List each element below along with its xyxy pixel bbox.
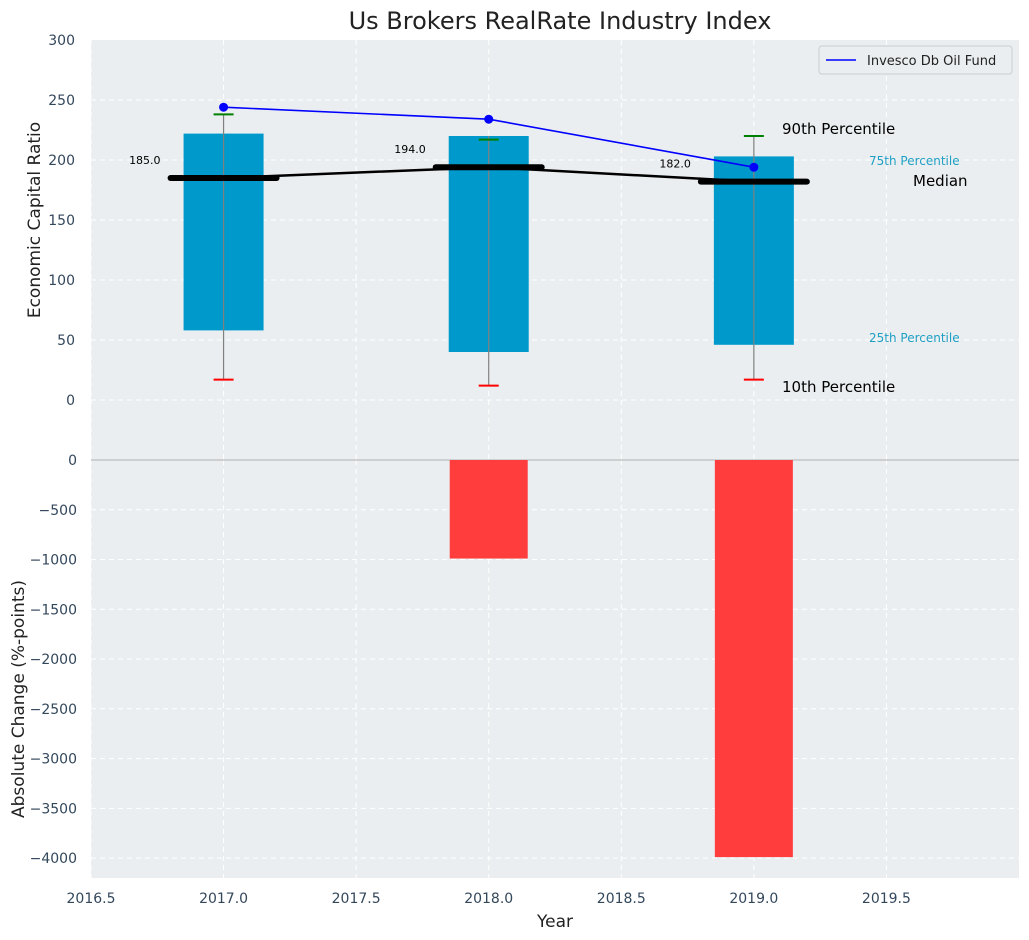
p75-annotation: 75th Percentile [869, 154, 960, 168]
legend-box [818, 45, 1013, 75]
upper-y-axis-label: Economic Capital Ratio [25, 122, 45, 318]
x-axis-label: Year [536, 912, 573, 932]
lower-y-tick-label: 0 [68, 453, 77, 469]
upper-y-tick-label: 150 [48, 213, 75, 229]
lower-y-axis-label: Absolute Change (%-points) [9, 580, 29, 818]
change-bar [714, 460, 793, 858]
x-tick-label: 2017.0 [199, 891, 248, 907]
x-tick-label: 2019.5 [862, 891, 911, 907]
median-connector [223, 165, 754, 183]
lower-y-tick-label: −2500 [30, 702, 77, 718]
change-bar [449, 460, 528, 559]
median-annotation: Median [913, 172, 968, 190]
lower-grid [90, 459, 1019, 878]
series-point [484, 114, 494, 124]
lower-plot-background [91, 460, 1019, 878]
lower-y-tick-label: −3000 [30, 752, 77, 768]
upper-y-tick-label: 300 [48, 33, 75, 49]
lower-y-ticks: 0 −500 −1000 −1500 −2000 −2500 −3000 −3500 −4000 [30, 453, 77, 867]
legend: Invesco Db Oil Fund [818, 45, 1013, 75]
series-point [219, 102, 229, 112]
upper-y-tick-label: 0 [66, 393, 75, 409]
upper-y-tick-label: 250 [48, 93, 75, 109]
lower-y-tick-label: −500 [39, 503, 77, 519]
x-tick-label: 2018.5 [597, 891, 646, 907]
median-value-label: 194.0 [394, 143, 426, 156]
series-point [749, 162, 759, 172]
upper-panel: 0 50 100 150 200 250 300 185.0 194.0 182.0 90th … [25, 33, 1019, 460]
percentile-annotations: 90th Percentile 75th Percentile Median 25th… [782, 120, 968, 396]
series-line [219, 102, 759, 172]
x-tick-label: 2016.5 [67, 891, 116, 907]
x-tick-label: 2018.0 [464, 891, 513, 907]
lower-y-tick-label: −1000 [30, 553, 77, 569]
legend-entry-label: Invesco Db Oil Fund [867, 54, 996, 69]
chart-title: Us Brokers RealRate Industry Index [349, 7, 772, 35]
p90-annotation: 90th Percentile [782, 120, 895, 138]
whiskers [213, 113, 764, 387]
median-value-label: 182.0 [659, 158, 691, 171]
upper-y-tick-label: 100 [48, 273, 75, 289]
median-value-label: 185.0 [129, 154, 161, 167]
lower-y-tick-label: −1500 [30, 602, 77, 618]
lower-y-tick-label: −4000 [30, 851, 77, 867]
lower-panel: 0 −500 −1000 −1500 −2000 −2500 −3000 −3500 −4000… [9, 453, 1019, 932]
p25-annotation: 25th Percentile [869, 331, 960, 345]
lower-y-tick-label: −3500 [30, 801, 77, 817]
upper-y-tick-label: 50 [57, 333, 75, 349]
lower-y-tick-label: −2000 [30, 652, 77, 668]
median-marks: 185.0 194.0 182.0 [129, 143, 810, 185]
upper-y-ticks: 0 50 100 150 200 250 300 [48, 33, 75, 409]
x-tick-label: 2017.5 [332, 891, 381, 907]
x-ticks: 2016.5 2017.0 2017.5 2018.0 2018.5 2019.0 2019… [67, 891, 911, 907]
p10-annotation: 10th Percentile [782, 378, 895, 396]
change-bars [449, 460, 793, 858]
upper-y-tick-label: 200 [48, 153, 75, 169]
x-tick-label: 2019.0 [729, 891, 778, 907]
